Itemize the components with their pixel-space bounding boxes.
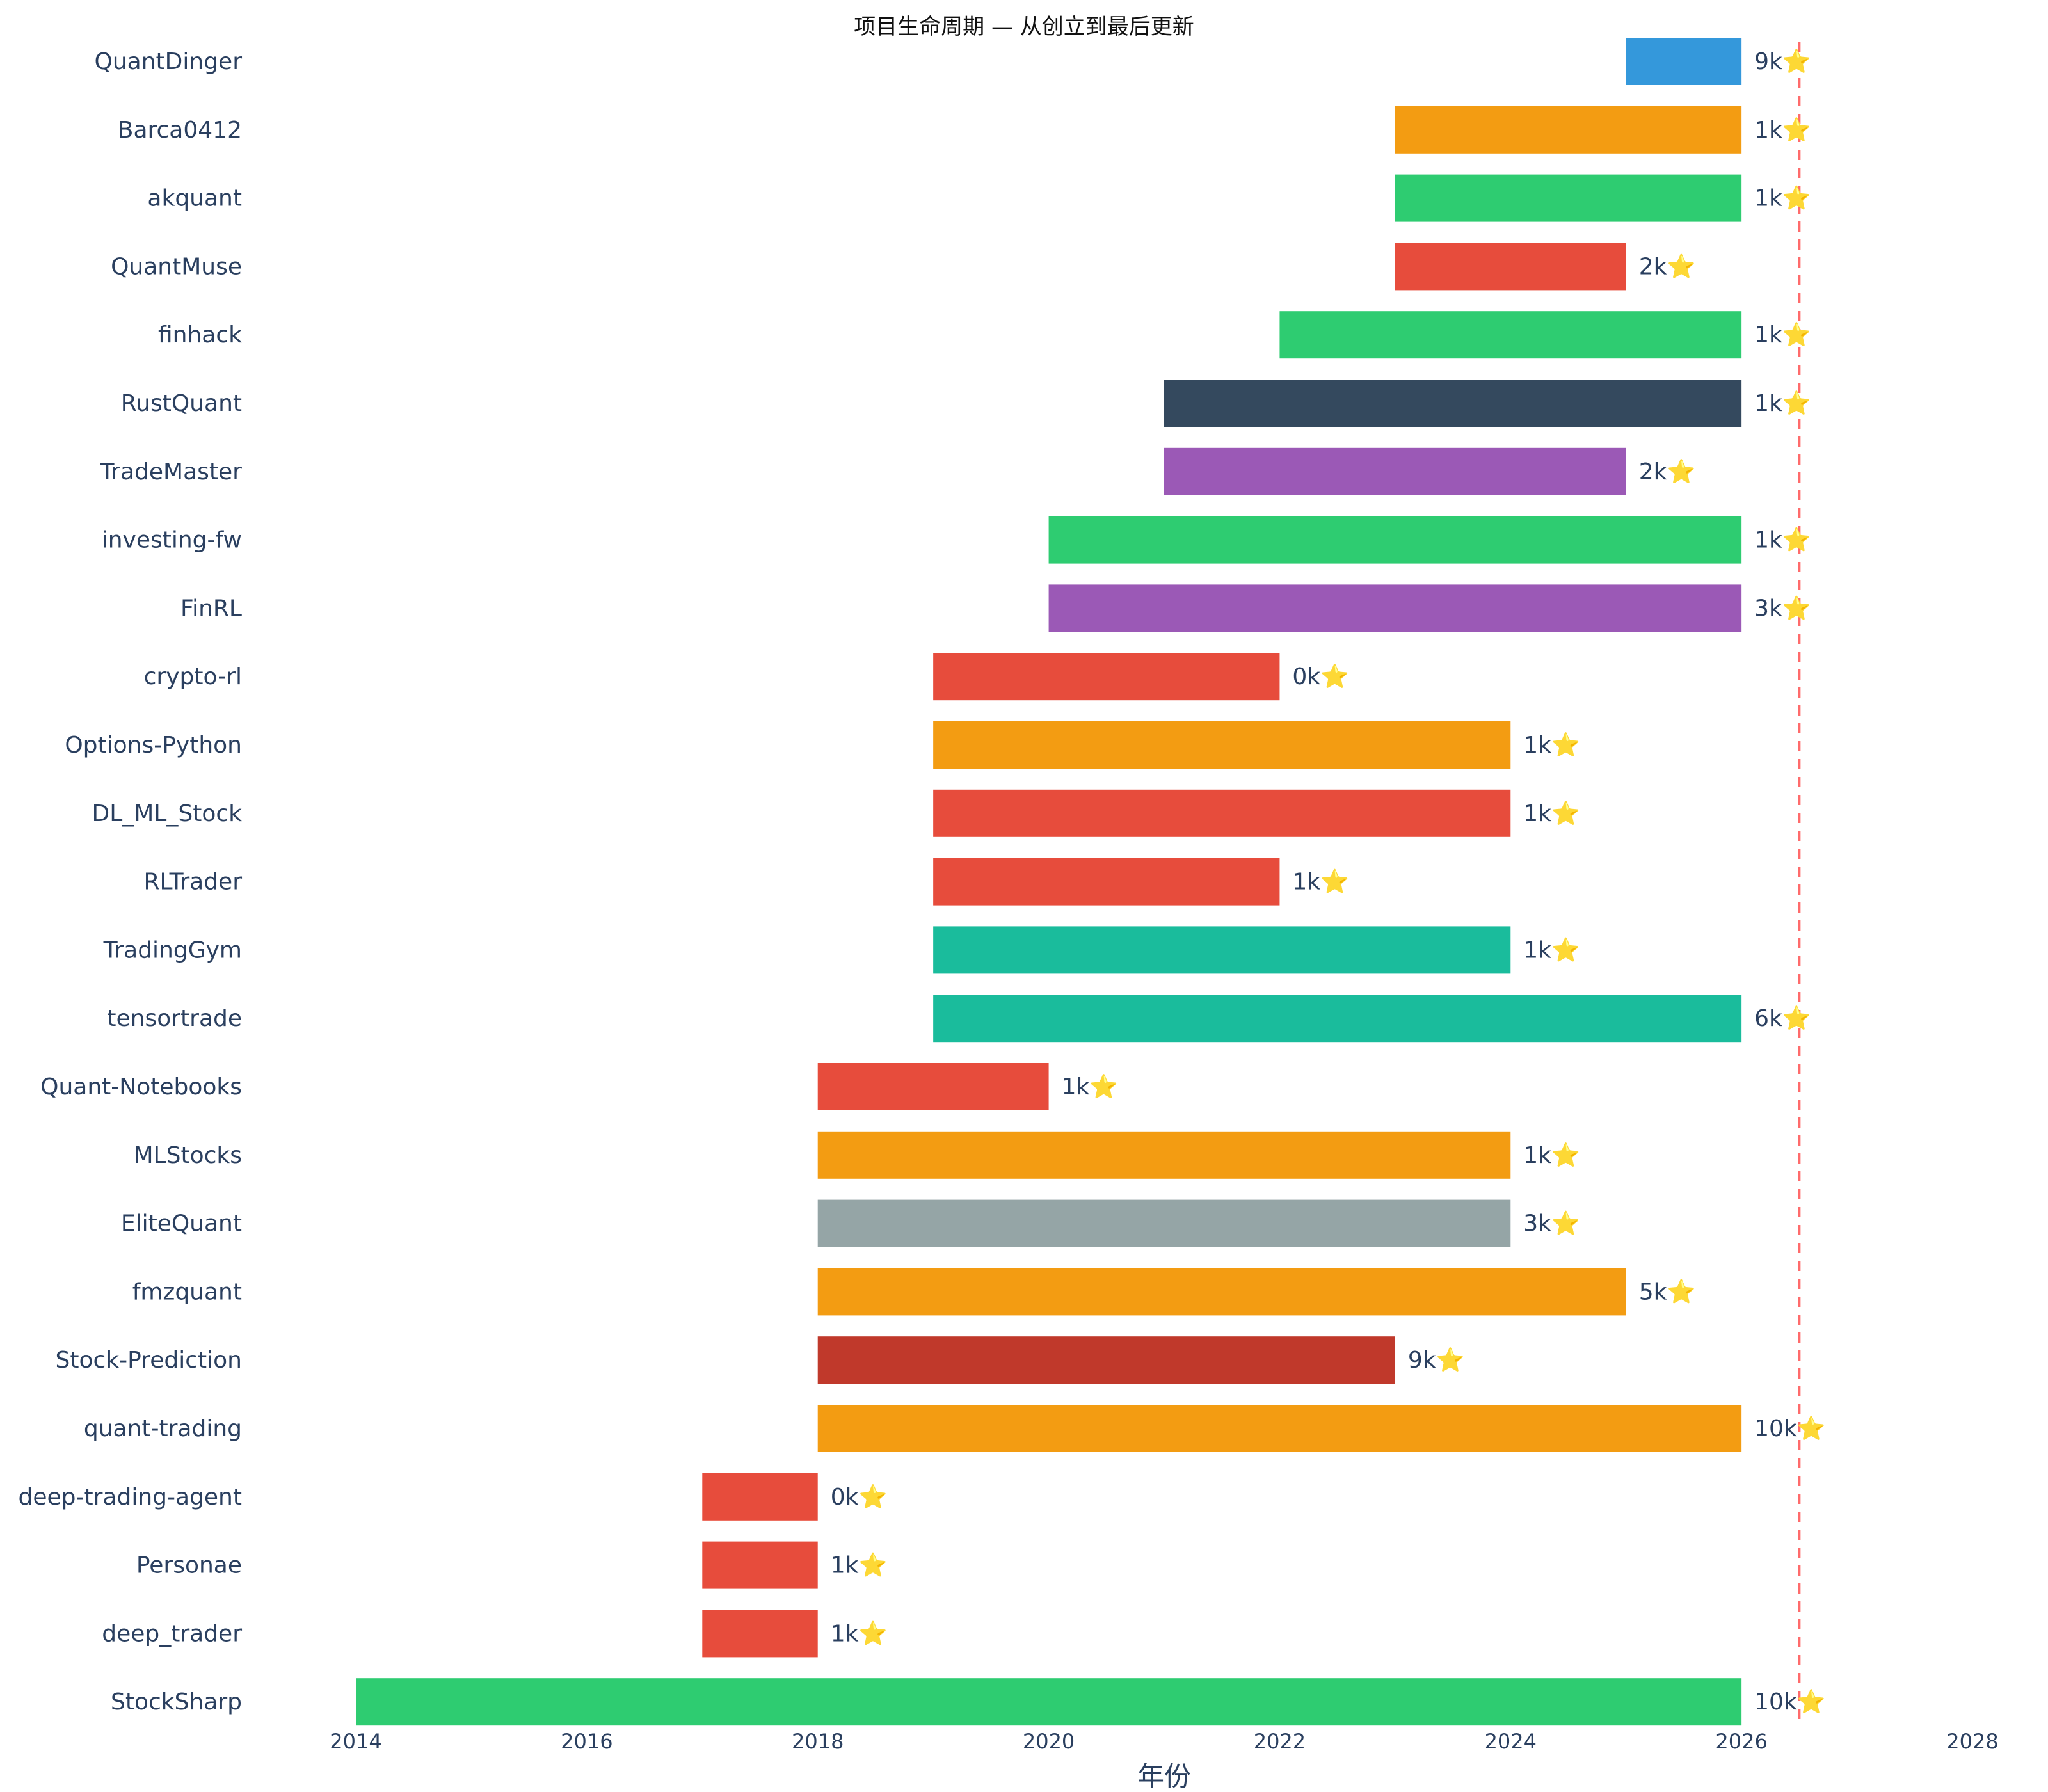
bar-Barca0412 <box>1395 106 1742 154</box>
bar-tensortrade <box>933 995 1742 1043</box>
x-tick-label-2018: 2018 <box>792 1729 844 1754</box>
data-label-FinRL: 3k⭐ <box>1754 595 1811 621</box>
y-tick-label-TradeMaster: TradeMaster <box>99 459 242 485</box>
data-label-RustQuant: 1k⭐ <box>1754 390 1811 417</box>
bar-MLStocks <box>817 1131 1511 1179</box>
y-tick-label-QuantDinger: QuantDinger <box>95 49 243 75</box>
x-axis: 2014 2016 2018 2020 2022 2024 2026 2028 <box>330 1729 1998 1754</box>
data-label-finhack: 1k⭐ <box>1754 321 1811 348</box>
y-tick-label-StockSharp: StockSharp <box>111 1689 242 1715</box>
x-tick-label-2026: 2026 <box>1715 1729 1767 1754</box>
y-tick-label-FinRL: FinRL <box>180 595 242 621</box>
bar-QuantDinger <box>1626 38 1742 85</box>
y-tick-label-Options-Python: Options-Python <box>65 732 242 758</box>
y-tick-label-MLStocks: MLStocks <box>133 1142 242 1169</box>
x-tick-label-2028: 2028 <box>1946 1729 1998 1754</box>
x-tick-label-2022: 2022 <box>1254 1729 1306 1754</box>
bar-Stock-Prediction <box>817 1336 1395 1384</box>
y-tick-label-deep-trading-agent: deep-trading-agent <box>19 1484 242 1510</box>
data-label-Options-Python: 1k⭐ <box>1523 732 1580 758</box>
y-tick-label-Stock-Prediction: Stock-Prediction <box>56 1347 242 1373</box>
data-label-deep-trading-agent: 0k⭐ <box>831 1484 888 1510</box>
x-tick-label-2024: 2024 <box>1485 1729 1537 1754</box>
data-label-EliteQuant: 3k⭐ <box>1523 1210 1580 1237</box>
x-tick-label-2016: 2016 <box>561 1729 612 1754</box>
bar-DL_ML_Stock <box>933 789 1511 837</box>
x-tick-label-2020: 2020 <box>1023 1729 1075 1754</box>
data-label-Barca0412: 1k⭐ <box>1754 116 1811 143</box>
data-label-DL_ML_Stock: 1k⭐ <box>1523 800 1580 827</box>
y-tick-label-fmzquant: fmzquant <box>132 1279 242 1305</box>
bar-crypto-rl <box>933 653 1280 701</box>
y-tick-label-crypto-rl: crypto-rl <box>144 664 242 690</box>
data-label-investing-fw: 1k⭐ <box>1754 527 1811 554</box>
data-label-Stock-Prediction: 9k⭐ <box>1408 1347 1465 1373</box>
bar-StockSharp <box>356 1678 1742 1726</box>
y-tick-label-quant-trading: quant-trading <box>84 1416 242 1442</box>
data-label-fmzquant: 5k⭐ <box>1639 1278 1696 1305</box>
y-tick-label-akquant: akquant <box>147 186 242 212</box>
bar-finhack <box>1279 311 1742 359</box>
y-tick-label-Personae: Personae <box>136 1553 242 1579</box>
data-label-RLTrader: 1k⭐ <box>1292 868 1349 895</box>
bar-deep_trader <box>702 1610 818 1658</box>
bars-layer <box>356 38 1742 1726</box>
y-tick-label-RLTrader: RLTrader <box>144 869 243 895</box>
data-label-deep_trader: 1k⭐ <box>831 1620 888 1647</box>
bar-quant-trading <box>817 1405 1742 1452</box>
bar-RustQuant <box>1164 380 1742 427</box>
data-label-Personae: 1k⭐ <box>831 1552 888 1579</box>
bar-TradeMaster <box>1164 447 1626 495</box>
bar-investing-fw <box>1048 516 1742 564</box>
data-label-akquant: 1k⭐ <box>1754 185 1811 212</box>
bar-TradingGym <box>933 926 1511 974</box>
data-label-TradingGym: 1k⭐ <box>1523 936 1580 963</box>
data-label-Quant-Notebooks: 1k⭐ <box>1062 1073 1119 1100</box>
y-tick-label-Barca0412: Barca0412 <box>118 117 242 143</box>
bar-deep-trading-agent <box>702 1473 818 1521</box>
bar-fmzquant <box>817 1268 1626 1316</box>
y-tick-label-QuantMuse: QuantMuse <box>111 253 242 280</box>
bar-RLTrader <box>933 858 1280 906</box>
x-tick-label-2014: 2014 <box>330 1729 381 1754</box>
bar-FinRL <box>1048 584 1742 632</box>
data-label-StockSharp: 10k⭐ <box>1754 1688 1825 1715</box>
y-tick-label-Quant-Notebooks: Quant-Notebooks <box>40 1074 242 1100</box>
y-tick-label-tensortrade: tensortrade <box>107 1005 242 1032</box>
y-axis: QuantDinger Barca0412 akquant QuantMuse finh… <box>19 49 243 1715</box>
y-tick-label-deep_trader: deep_trader <box>102 1620 242 1647</box>
bar-Options-Python <box>933 721 1511 769</box>
bar-EliteQuant <box>817 1199 1511 1247</box>
y-tick-label-EliteQuant: EliteQuant <box>121 1211 242 1237</box>
data-label-quant-trading: 10k⭐ <box>1754 1415 1825 1442</box>
x-axis-title: 年份 <box>1137 1761 1191 1792</box>
y-tick-label-DL_ML_Stock: DL_ML_Stock <box>92 801 242 827</box>
y-tick-label-investing-fw: investing-fw <box>102 527 242 554</box>
data-label-crypto-rl: 0k⭐ <box>1292 663 1349 690</box>
data-label-QuantDinger: 9k⭐ <box>1754 48 1811 75</box>
bar-Personae <box>702 1541 818 1589</box>
data-label-MLStocks: 1k⭐ <box>1523 1142 1580 1169</box>
data-label-TradeMaster: 2k⭐ <box>1639 458 1696 485</box>
bar-QuantMuse <box>1395 243 1626 291</box>
data-label-QuantMuse: 2k⭐ <box>1639 253 1696 280</box>
bar-akquant <box>1395 174 1742 222</box>
chart-title: 项目生命周期 — 从创立到最后更新 <box>854 14 1194 40</box>
y-tick-label-RustQuant: RustQuant <box>121 390 242 417</box>
bar-Quant-Notebooks <box>817 1063 1049 1110</box>
data-label-tensortrade: 6k⭐ <box>1754 1005 1811 1032</box>
y-tick-label-finhack: finhack <box>158 322 242 348</box>
y-tick-label-TradingGym: TradingGym <box>103 937 242 963</box>
labels-layer: 9k⭐ 1k⭐ 1k⭐ 2k⭐ 1k⭐ 1k⭐ 2k⭐ 1k⭐ 3k⭐ 0k⭐ 1k⭐ 1k⭐ 1k⭐ 1… <box>831 48 1826 1715</box>
